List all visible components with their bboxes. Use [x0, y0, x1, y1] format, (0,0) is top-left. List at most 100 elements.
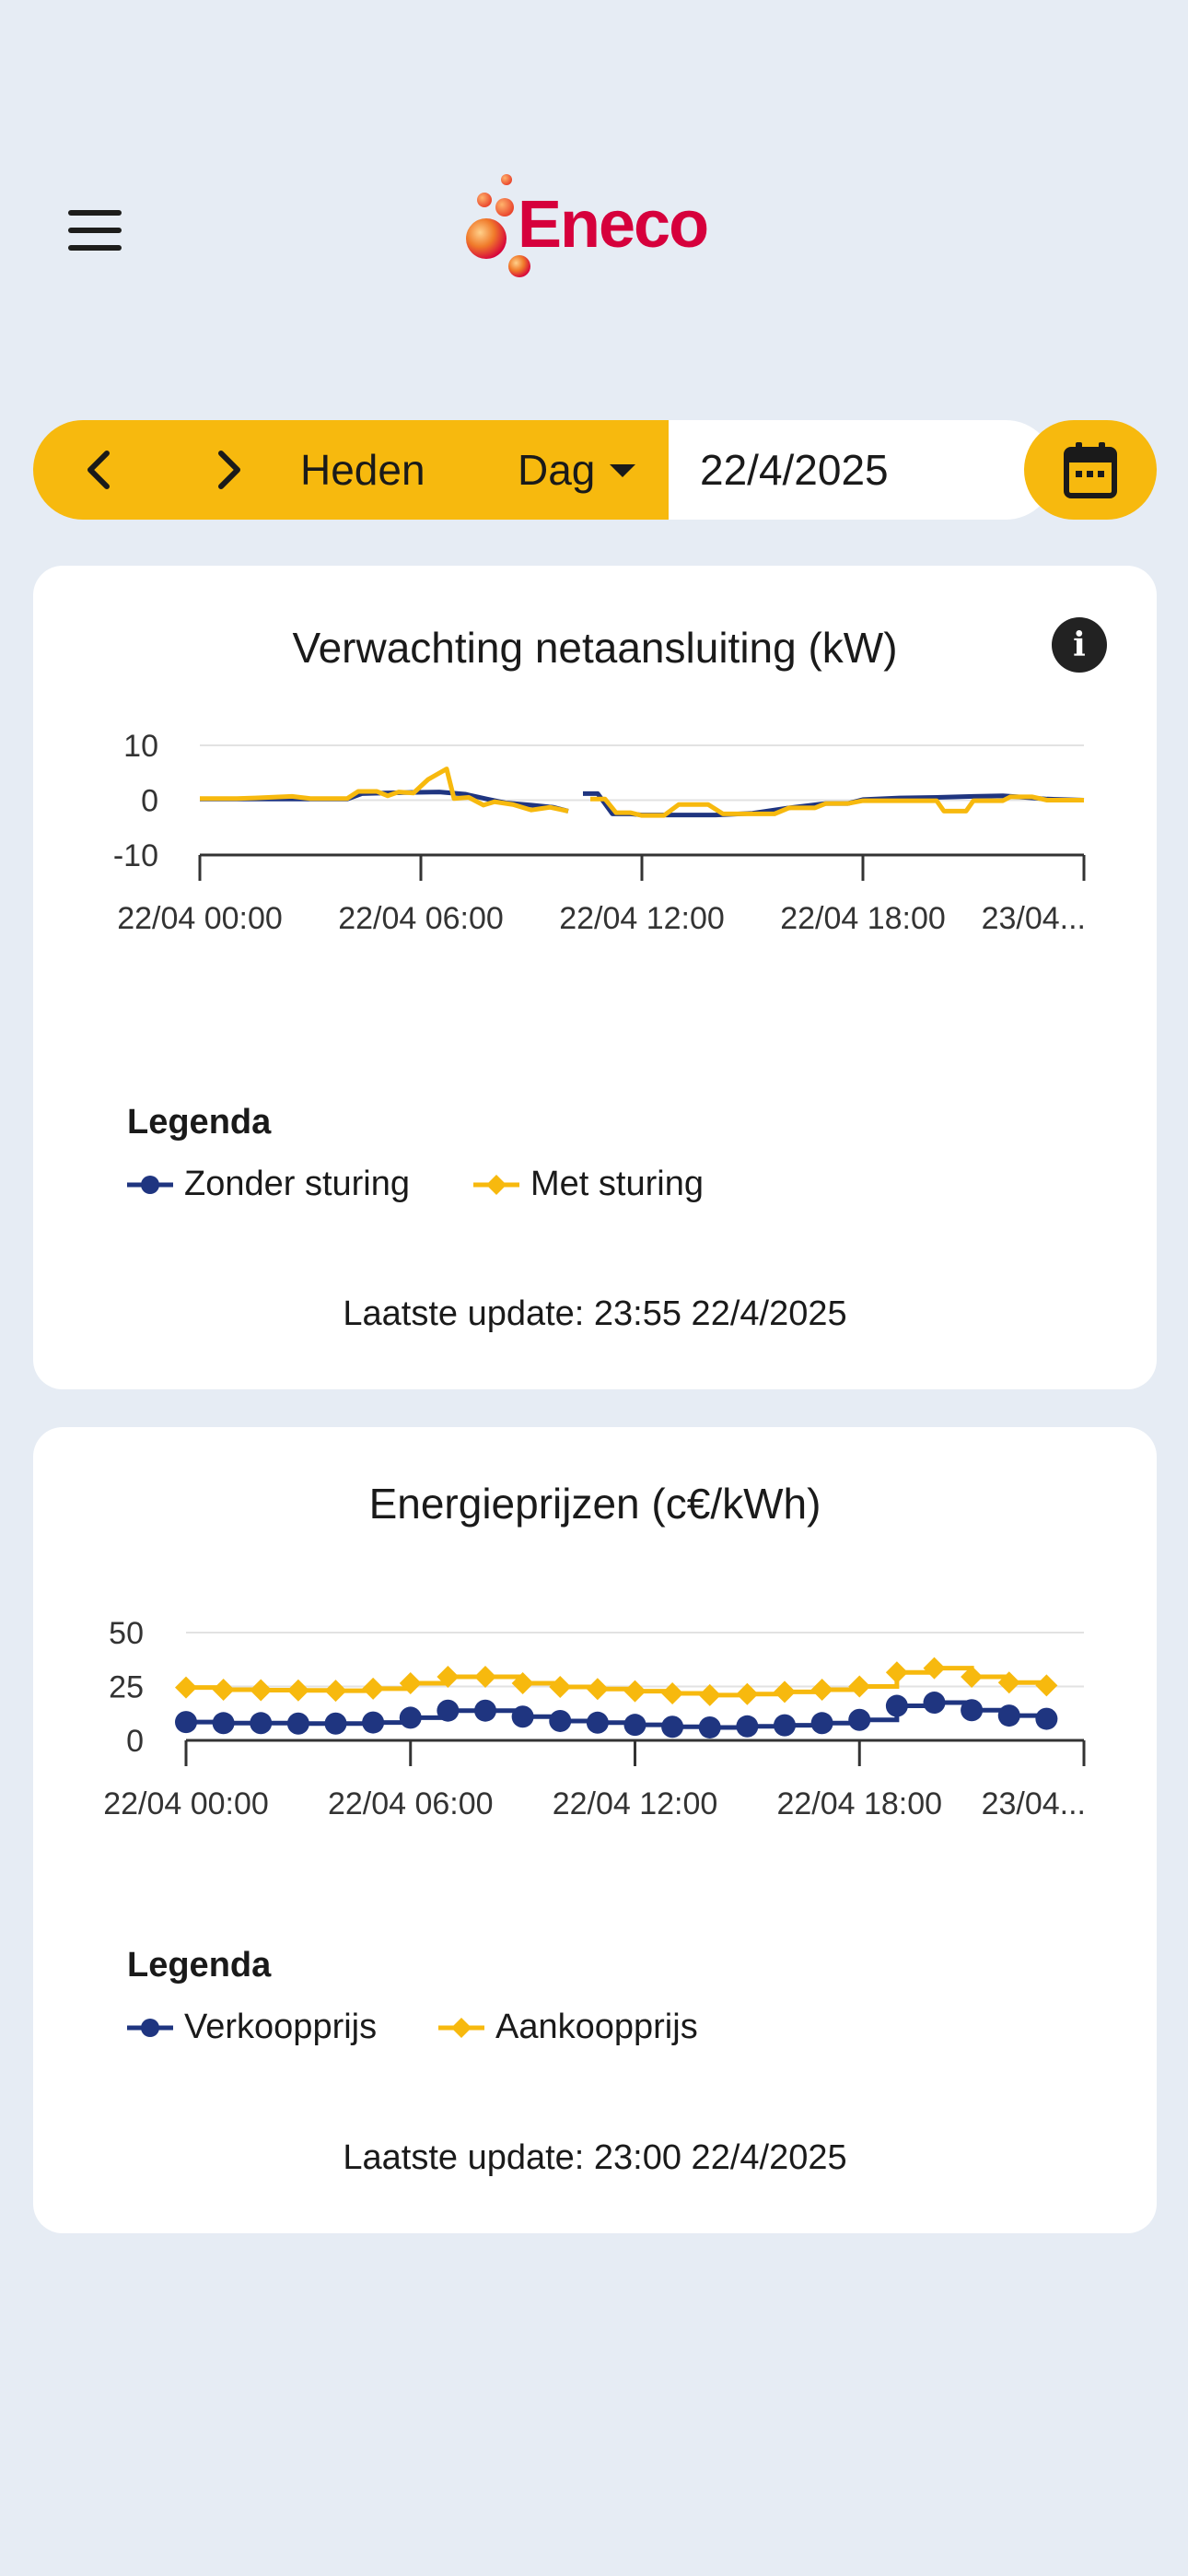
data-point: [923, 1692, 946, 1715]
legend-label: Zonder sturing: [184, 1165, 411, 1203]
eneco-logo-dots-icon: [466, 174, 530, 277]
data-point: [848, 1675, 871, 1698]
x-tick-label: 22/04 06:00: [328, 1786, 494, 1821]
info-icon[interactable]: i: [1052, 617, 1107, 673]
energy-prices-chart-svg: 50 25 0 22/04 00:00 22/04 06:00 22/04 12:00 22…: [103, 1616, 1086, 1821]
legend-item-zonder-sturing[interactable]: Zonder sturing: [127, 1165, 410, 1204]
data-point: [437, 1699, 460, 1722]
series-line-verkoopprijs: [186, 1700, 1054, 1730]
y-tick-label: -10: [113, 838, 158, 873]
last-update-text: Laatste update: 23:55 22/4/2025: [343, 1294, 847, 1333]
data-point: [810, 1712, 833, 1735]
data-point: [586, 1678, 609, 1701]
hamburger-menu-icon[interactable]: [64, 210, 129, 251]
data-point: [923, 1657, 946, 1680]
grid-forecast-card: Verwachting netaansluiting (kW) i 10 0 -10…: [33, 566, 1157, 1389]
date-input[interactable]: [669, 420, 1055, 520]
data-point: [1035, 1707, 1058, 1730]
data-point: [212, 1712, 235, 1735]
data-point: [698, 1683, 721, 1706]
data-point: [774, 1714, 796, 1737]
y-tick-label: 50: [109, 1616, 144, 1651]
data-point: [399, 1671, 422, 1694]
data-point: [250, 1679, 273, 1702]
chevron-right-icon: [218, 451, 240, 489]
calendar-button[interactable]: [1024, 420, 1157, 520]
data-point: [286, 1712, 309, 1735]
data-point: [324, 1712, 347, 1735]
chevron-left-icon: [87, 451, 110, 489]
previous-day-button[interactable]: [57, 420, 140, 520]
data-point: [511, 1705, 534, 1728]
data-point: [250, 1712, 273, 1735]
x-tick-label: 22/04 06:00: [338, 901, 504, 936]
toolbar-controls: [33, 420, 669, 520]
data-point: [175, 1711, 197, 1734]
series-line-met-sturing: [200, 767, 569, 814]
legend-item-met-sturing[interactable]: Met sturing: [473, 1165, 704, 1204]
legend-label: Verkoopprijs: [184, 2008, 378, 2046]
legend-title: Legenda: [127, 1103, 272, 1142]
x-tick-label: 22/04 12:00: [559, 901, 725, 936]
eneco-logo: Eneco: [460, 170, 728, 290]
data-point: [661, 1715, 684, 1739]
period-dropdown[interactable]: Dag: [518, 446, 596, 494]
data-point: [961, 1665, 984, 1688]
data-point: [286, 1679, 309, 1702]
data-point: [437, 1665, 460, 1688]
data-point: [810, 1679, 833, 1702]
data-point: [362, 1677, 385, 1700]
data-point: [212, 1679, 235, 1702]
data-point: [1035, 1674, 1058, 1697]
data-point: [586, 1711, 609, 1734]
energy-prices-title: Energieprijzen (c€/kWh): [368, 1480, 821, 1528]
data-point: [698, 1715, 721, 1739]
today-button[interactable]: Heden: [300, 446, 425, 494]
diamond-marker-icon: [438, 2017, 484, 2038]
data-point: [474, 1665, 496, 1688]
legend-item-verkoopprijs[interactable]: Verkoopprijs: [127, 2008, 377, 2047]
circle-marker-icon: [127, 2018, 173, 2037]
x-tick-label: 22/04 18:00: [780, 901, 946, 936]
y-tick-label: 10: [123, 729, 158, 764]
data-point: [623, 1680, 646, 1703]
data-point: [885, 1694, 908, 1717]
data-point: [736, 1682, 759, 1705]
brand-name: Eneco: [518, 188, 709, 262]
energy-prices-card: Energieprijzen (c€/kWh) 50 25 0 22/04 00:00…: [33, 1427, 1157, 2233]
next-day-button[interactable]: [188, 420, 271, 520]
data-point: [549, 1709, 572, 1732]
x-tick-label: 22/04 18:00: [776, 1786, 942, 1821]
legend-item-aankoopprijs[interactable]: Aankoopprijs: [438, 2008, 698, 2047]
data-point: [848, 1708, 871, 1731]
data-point: [997, 1671, 1020, 1694]
data-point: [885, 1661, 908, 1684]
app-header: Eneco: [0, 0, 1188, 369]
y-tick-label: 0: [141, 784, 158, 819]
legend-label: Met sturing: [530, 1165, 704, 1203]
data-point: [362, 1711, 385, 1734]
data-point: [474, 1699, 496, 1722]
circle-marker-icon: [127, 1175, 173, 1194]
x-tick-label: 23/04...: [982, 901, 1086, 936]
data-point: [961, 1699, 984, 1722]
data-point: [623, 1714, 646, 1737]
legend-label: Aankoopprijs: [495, 2008, 698, 2046]
x-tick-label: 22/04 00:00: [103, 1786, 269, 1821]
x-tick-label: 23/04...: [982, 1786, 1086, 1821]
grid-forecast-title: Verwachting netaansluiting (kW): [292, 624, 898, 672]
series-line-aankoopprijs: [186, 1666, 1054, 1698]
date-toolbar: Heden Dag: [33, 420, 1157, 520]
data-point: [736, 1715, 759, 1738]
data-point: [511, 1671, 534, 1694]
grid-forecast-chart: 10 0 -10 22/04 00:00 22/04 06:00 22/04 12:00 2…: [33, 704, 1157, 999]
y-tick-label: 25: [109, 1670, 144, 1705]
data-point: [324, 1680, 347, 1703]
y-tick-label: 0: [126, 1724, 144, 1759]
data-point: [175, 1676, 197, 1699]
x-tick-label: 22/04 00:00: [117, 901, 283, 936]
energy-prices-chart: 50 25 0 22/04 00:00 22/04 06:00 22/04 12:00 22…: [33, 1547, 1157, 1842]
data-point: [774, 1680, 796, 1704]
x-tick-label: 22/04 12:00: [553, 1786, 718, 1821]
grid-forecast-chart-svg: 10 0 -10 22/04 00:00 22/04 06:00 22/04 12:00 2…: [113, 729, 1086, 936]
